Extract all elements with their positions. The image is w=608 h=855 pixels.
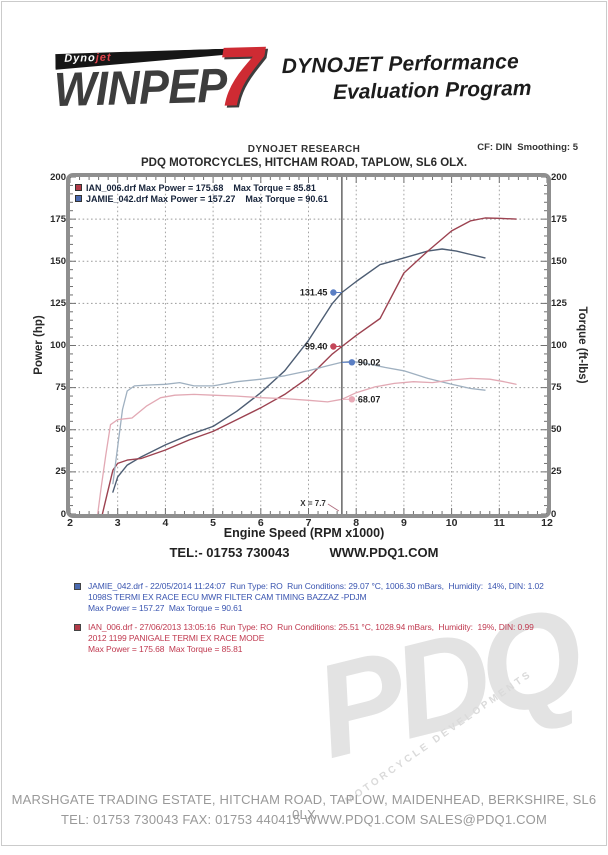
annotation-value-label: 90.02 (358, 357, 381, 367)
x-axis-tick-label: 8 (353, 517, 360, 529)
y-axis-tick-label-right: 100 (551, 340, 567, 351)
legend-swatch-icon (75, 184, 82, 191)
annotation-value-label: 68.07 (358, 394, 381, 404)
y-axis-tick-label-right: 150 (551, 255, 567, 267)
legend-row: IAN_006.drf Max Power = 175.68 Max Torqu… (75, 182, 328, 193)
dealer-title: PDQ MOTORCYCLES, HITCHAM ROAD, TAPLOW, S… (140, 157, 468, 169)
engine-speed-axis-label: Engine Speed (RPM x1000) (223, 526, 385, 540)
run-block-jamie: JAMIE_042.drf - 22/05/2014 11:24:07 Run … (74, 581, 544, 614)
run-block-ian: IAN_006.drf - 27/06/2013 13:05:16 Run Ty… (74, 622, 544, 655)
y-axis-tick-label-right: 25 (551, 466, 562, 478)
winpep-logo: Dynojet WINPEP 7 (53, 28, 295, 135)
y-axis-tick-label-left: 150 (50, 255, 66, 267)
x-axis-tick-label: 11 (493, 517, 505, 529)
footer-address: MARSHGATE TRADING ESTATE, HITCHAM ROAD, … (11, 792, 597, 822)
x-axis-tick-label: 3 (114, 517, 121, 529)
winpep-version-numeral: 7 (215, 28, 265, 124)
tagline-line2: Evaluation Program (332, 76, 532, 105)
y-axis-tick-label-right: 175 (551, 213, 567, 225)
x-axis-tick-label: 7 (305, 517, 312, 529)
winpep-wordmark: WINPEP (53, 59, 228, 118)
legend-label: IAN_006.drf Max Power = 175.68 Max Torqu… (86, 182, 316, 193)
run-line3: Max Power = 157.27 Max Torque = 90.61 (88, 603, 243, 613)
chart-legend: IAN_006.drf Max Power = 175.68 Max Torqu… (75, 182, 328, 204)
series-ian-006-power-hp- (101, 217, 517, 514)
run-line3: Max Power = 175.68 Max Torque = 85.81 (88, 644, 243, 654)
annotation-dot (330, 289, 337, 296)
torque-axis-label: Torque (ft-lbs) (576, 306, 588, 384)
annotation-value-label: 131.45 (300, 288, 328, 298)
x-axis-tick-label: 2 (67, 517, 73, 529)
tel-number: TEL:- 01753 730043 (169, 545, 290, 560)
cursor-pointer-line (327, 503, 340, 512)
y-axis-tick-label-left: 175 (50, 213, 66, 225)
y-axis-tick-label-right: 50 (551, 424, 562, 436)
run-line2: 2012 1199 PANIGALE TERMI EX RACE MODE (88, 633, 265, 643)
y-axis-tick-label-left: 25 (55, 466, 66, 478)
y-axis-tick-label-left: 200 (50, 171, 66, 183)
cursor-x-label: X = 7.7 (300, 499, 326, 508)
annotation-dot (330, 343, 337, 350)
run-line2: 1098S TERMI EX RACE ECU MWR FILTER CAM T… (88, 592, 367, 602)
x-axis-tick-label: 5 (210, 517, 217, 529)
legend-swatch-icon (75, 195, 82, 202)
run-swatch-icon (74, 583, 81, 590)
x-axis-tick-label: 12 (541, 517, 553, 529)
x-axis-tick-label: 9 (400, 517, 407, 529)
series-jamie-042-torque-ft-lbs- (112, 360, 486, 485)
web-address: WWW.PDQ1.COM (329, 545, 439, 560)
annotation-dot (348, 396, 356, 403)
footer-contacts: TEL: 01753 730043 FAX: 01753 440415 WWW.… (60, 812, 548, 827)
series-ian-006-torque-ft-lbs- (97, 377, 517, 514)
tel-web-line: TEL:- 01753 730043 WWW.PDQ1.COM (2, 545, 606, 560)
y-axis-tick-label-right: 75 (551, 382, 562, 394)
power-axis-label: Power (hp) (33, 315, 45, 375)
y-axis-tick-label-right: 0 (551, 508, 557, 520)
y-axis-tick-label-left: 75 (55, 382, 66, 394)
y-axis-tick-label-left: 0 (60, 508, 66, 520)
dynojet-research-label: DYNOJET RESEARCH (247, 144, 361, 155)
run-swatch-icon (74, 624, 81, 631)
y-axis-tick-label-right: 200 (551, 171, 567, 183)
y-axis-tick-label-right: 125 (551, 297, 567, 309)
y-axis-tick-label-left: 100 (50, 340, 66, 351)
dyno-chart: X = 7.7 131.45 99.40 90.02 68.07 (70, 177, 547, 514)
tagline-line1: DYNOJET Performance (281, 50, 520, 79)
correction-factor-label: CF: DIN Smoothing: 5 (477, 142, 578, 153)
y-axis-tick-label-left: 125 (50, 297, 66, 309)
x-axis-tick-label: 10 (445, 517, 458, 529)
y-axis-tick-label-left: 50 (55, 424, 66, 436)
annotation-value-label: 99.40 (305, 342, 328, 352)
x-axis-tick-label: 6 (257, 517, 264, 529)
annotation-dot (348, 359, 356, 366)
legend-row: JAMIE_042.drf Max Power = 157.27 Max Tor… (75, 193, 328, 204)
run-line1: JAMIE_042.drf - 22/05/2014 11:24:07 Run … (88, 581, 544, 591)
program-tagline: DYNOJET Performance Evaluation Program (281, 49, 582, 106)
x-axis-tick-label: 4 (162, 517, 169, 529)
legend-label: JAMIE_042.drf Max Power = 157.27 Max Tor… (86, 193, 328, 204)
run-details: JAMIE_042.drf - 22/05/2014 11:24:07 Run … (74, 581, 544, 663)
series-jamie-042-power-hp- (112, 248, 486, 493)
run-line1: IAN_006.drf - 27/06/2013 13:05:16 Run Ty… (88, 622, 534, 632)
dyno-chart-frame: X = 7.7 131.45 99.40 90.02 68.07 (66, 173, 551, 518)
